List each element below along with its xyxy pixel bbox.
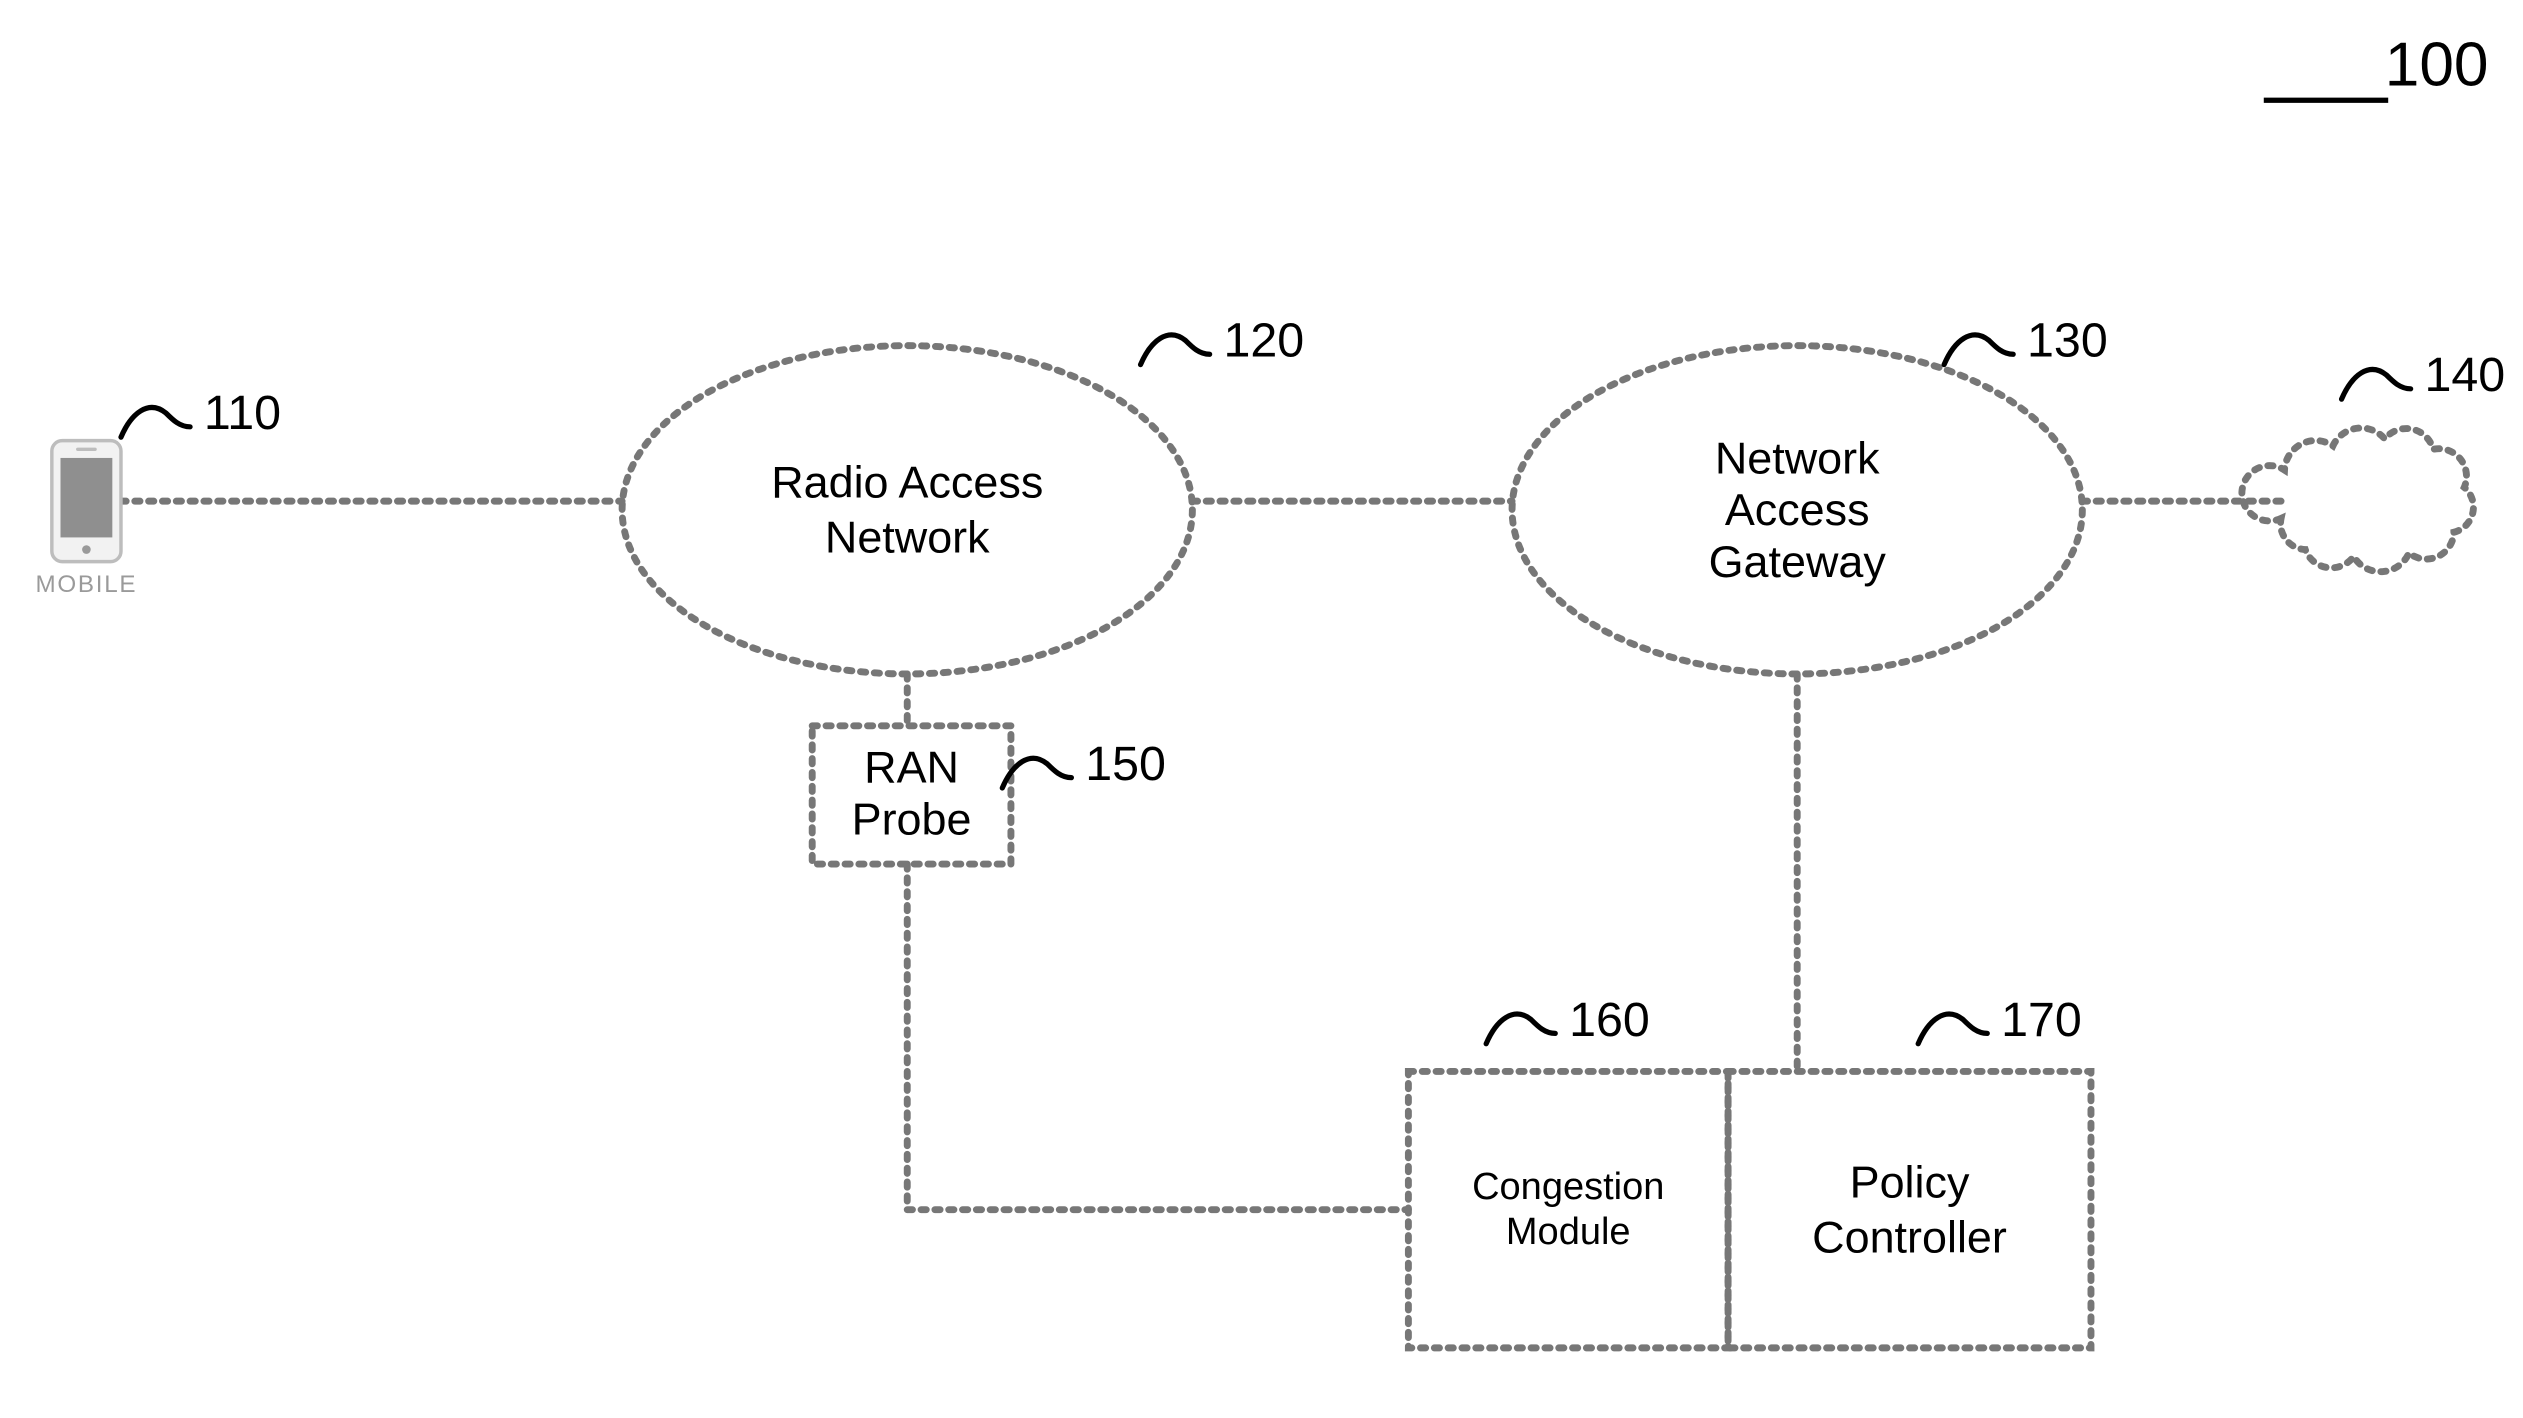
svg-text:120: 120 — [1223, 314, 1304, 368]
svg-text:Probe: Probe — [852, 793, 972, 844]
svg-text:140: 140 — [2424, 348, 2505, 402]
svg-text:RAN: RAN — [864, 742, 959, 793]
svg-text:100: 100 — [2385, 31, 2489, 100]
svg-text:Access: Access — [1725, 484, 1870, 535]
svg-text:110: 110 — [204, 386, 281, 440]
svg-text:170: 170 — [2001, 993, 2082, 1047]
node-mobile: MOBILE — [36, 441, 138, 599]
svg-text:Controller: Controller — [1812, 1212, 2007, 1263]
svg-text:Congestion: Congestion — [1472, 1166, 1664, 1208]
svg-text:150: 150 — [1085, 737, 1166, 791]
svg-text:130: 130 — [2027, 314, 2108, 368]
svg-text:160: 160 — [1569, 993, 1650, 1047]
svg-text:MOBILE: MOBILE — [36, 571, 138, 598]
svg-text:Network: Network — [825, 512, 990, 563]
svg-text:Gateway: Gateway — [1709, 536, 1887, 587]
svg-text:Radio Access: Radio Access — [771, 456, 1043, 507]
svg-text:Network: Network — [1715, 432, 1880, 483]
svg-text:Module: Module — [1506, 1211, 1631, 1253]
svg-text:Policy: Policy — [1850, 1156, 1970, 1207]
